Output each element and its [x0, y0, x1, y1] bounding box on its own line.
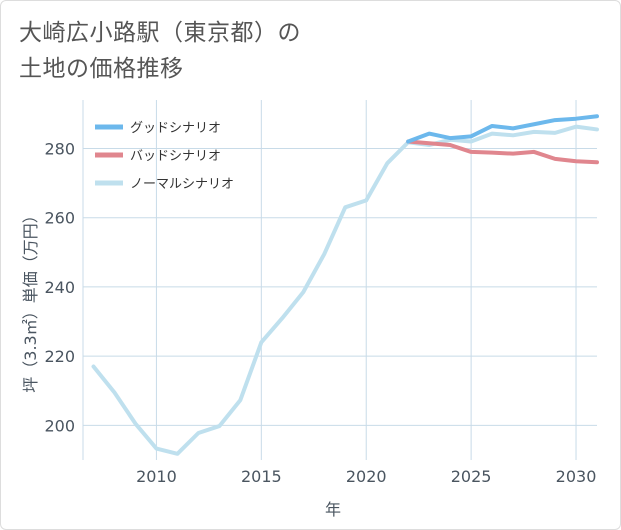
chart-title: 大崎広小路駅（東京都）の 土地の価格推移: [19, 15, 301, 87]
series-lines: [91, 114, 599, 456]
x-tick-label: 2025: [451, 467, 492, 486]
x-tick-label: 2030: [556, 467, 597, 486]
y-tick-label: 260: [44, 209, 75, 228]
legend-label-normal[interactable]: ノーマルシナリオ: [130, 177, 234, 192]
series-line-bad: [406, 139, 599, 165]
y-axis-label: 坪（3.3㎡）単価（万円）: [21, 207, 40, 392]
y-tick-label: 200: [44, 416, 75, 435]
y-tick-label: 280: [44, 139, 75, 158]
tick-labels: 200 220 240 260 280 2010 2015 2020 2025 2030: [44, 139, 596, 486]
y-tick-label: 220: [44, 347, 75, 366]
x-axis-label: 年: [325, 500, 341, 519]
legend-label-good[interactable]: グッドシナリオ: [130, 121, 221, 136]
x-tick-label: 2020: [346, 467, 387, 486]
y-tick-label: 240: [44, 278, 75, 297]
series-line-normal: [91, 124, 599, 456]
series-line-good: [406, 114, 599, 144]
chart-title-line1: 大崎広小路駅（東京都）の: [19, 20, 301, 46]
legend-label-bad[interactable]: バッドシナリオ: [130, 149, 221, 164]
x-tick-label: 2010: [136, 467, 177, 486]
chart-title-line2: 土地の価格推移: [19, 56, 184, 82]
x-tick-label: 2015: [241, 467, 282, 486]
